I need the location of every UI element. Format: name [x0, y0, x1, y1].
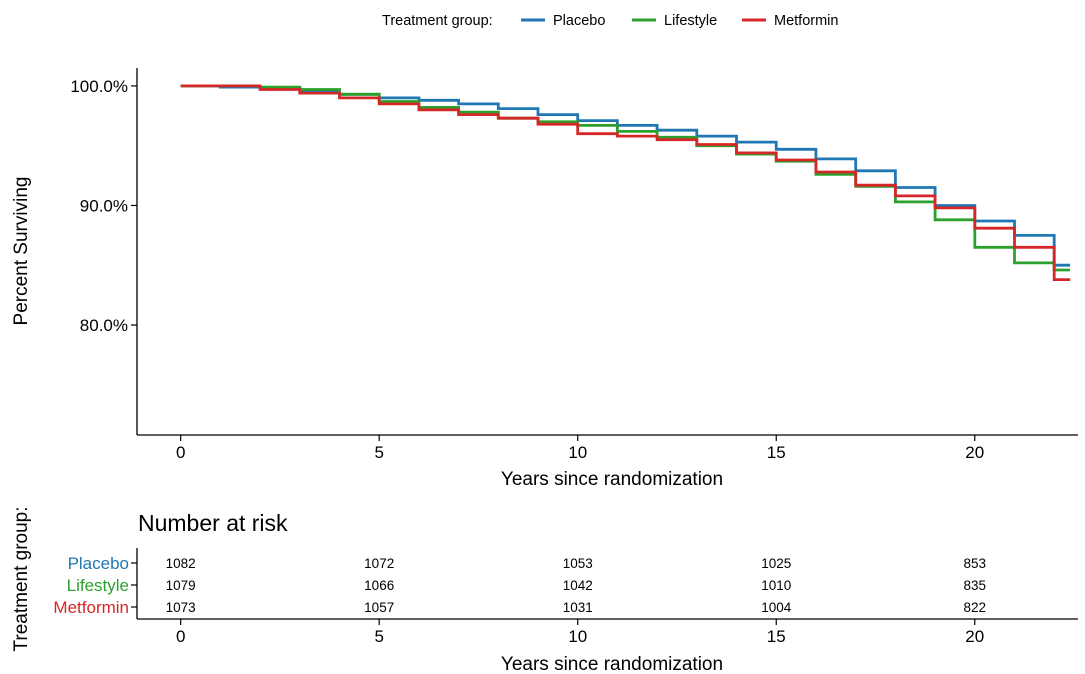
series-line-metformin	[180, 84, 1071, 281]
x-tick-label: 0	[176, 627, 185, 646]
risk-cell: 1010	[761, 578, 791, 593]
x-ticks: 0 5 10 15 20	[176, 435, 984, 462]
risk-cell: 822	[964, 600, 987, 615]
series-line-placebo	[180, 84, 1071, 267]
series-line-lifestyle	[180, 84, 1071, 272]
legend-label-placebo: Placebo	[553, 13, 605, 29]
risk-cell: 1072	[364, 556, 394, 571]
y-tick-label: 90.0%	[80, 196, 128, 215]
legend-label-lifestyle: Lifestyle	[664, 13, 717, 29]
risk-x-ticks: 0 5 10 15 20	[176, 619, 984, 646]
risk-x-axis-label: Years since randomization	[501, 654, 723, 674]
x-tick-label: 0	[176, 443, 185, 462]
x-tick-label: 15	[767, 443, 786, 462]
x-tick-label: 5	[374, 627, 383, 646]
risk-cell: 1079	[166, 578, 196, 593]
risk-cell: 853	[964, 556, 987, 571]
legend-label-metformin: Metformin	[774, 13, 838, 29]
y-tick-label: 100.0%	[70, 77, 128, 96]
risk-cell: 1082	[166, 556, 196, 571]
series-lines	[180, 84, 1071, 281]
x-tick-label: 10	[568, 443, 587, 462]
main-plot: 100.0% 90.0% 80.0% 0 5 10 15 20 Years since ra…	[11, 68, 1078, 490]
risk-table: Number at risk Treatment group: Placebo 1…	[11, 506, 1078, 674]
risk-rows: Placebo 1082 1072 1053 1025 853 Lifestyle 1079 1…	[53, 554, 986, 617]
risk-row-label-lifestyle: Lifestyle	[67, 576, 129, 595]
risk-cell: 1042	[563, 578, 593, 593]
risk-cell: 1031	[563, 600, 593, 615]
y-axis-label: Percent Surviving	[11, 177, 32, 326]
x-tick-label: 10	[568, 627, 587, 646]
x-tick-label: 20	[965, 443, 984, 462]
x-tick-label: 15	[767, 627, 786, 646]
risk-cell: 1025	[761, 556, 791, 571]
x-axis-label: Years since randomization	[501, 469, 723, 490]
risk-cell: 1057	[364, 600, 394, 615]
risk-table-ylabel: Treatment group:	[11, 506, 32, 651]
x-tick-label: 5	[374, 443, 383, 462]
risk-cell: 1066	[364, 578, 394, 593]
risk-cell: 1053	[563, 556, 593, 571]
y-ticks: 100.0% 90.0% 80.0%	[70, 77, 137, 335]
risk-row-label-metformin: Metformin	[53, 598, 129, 617]
risk-row-label-placebo: Placebo	[68, 554, 129, 573]
risk-cell: 835	[964, 578, 987, 593]
legend: Treatment group: Placebo Lifestyle Metfo…	[382, 13, 838, 29]
risk-cell: 1073	[166, 600, 196, 615]
y-tick-label: 80.0%	[80, 316, 128, 335]
legend-title: Treatment group:	[382, 13, 493, 29]
risk-cell: 1004	[761, 600, 792, 615]
risk-table-title: Number at risk	[138, 510, 288, 536]
x-tick-label: 20	[965, 627, 984, 646]
